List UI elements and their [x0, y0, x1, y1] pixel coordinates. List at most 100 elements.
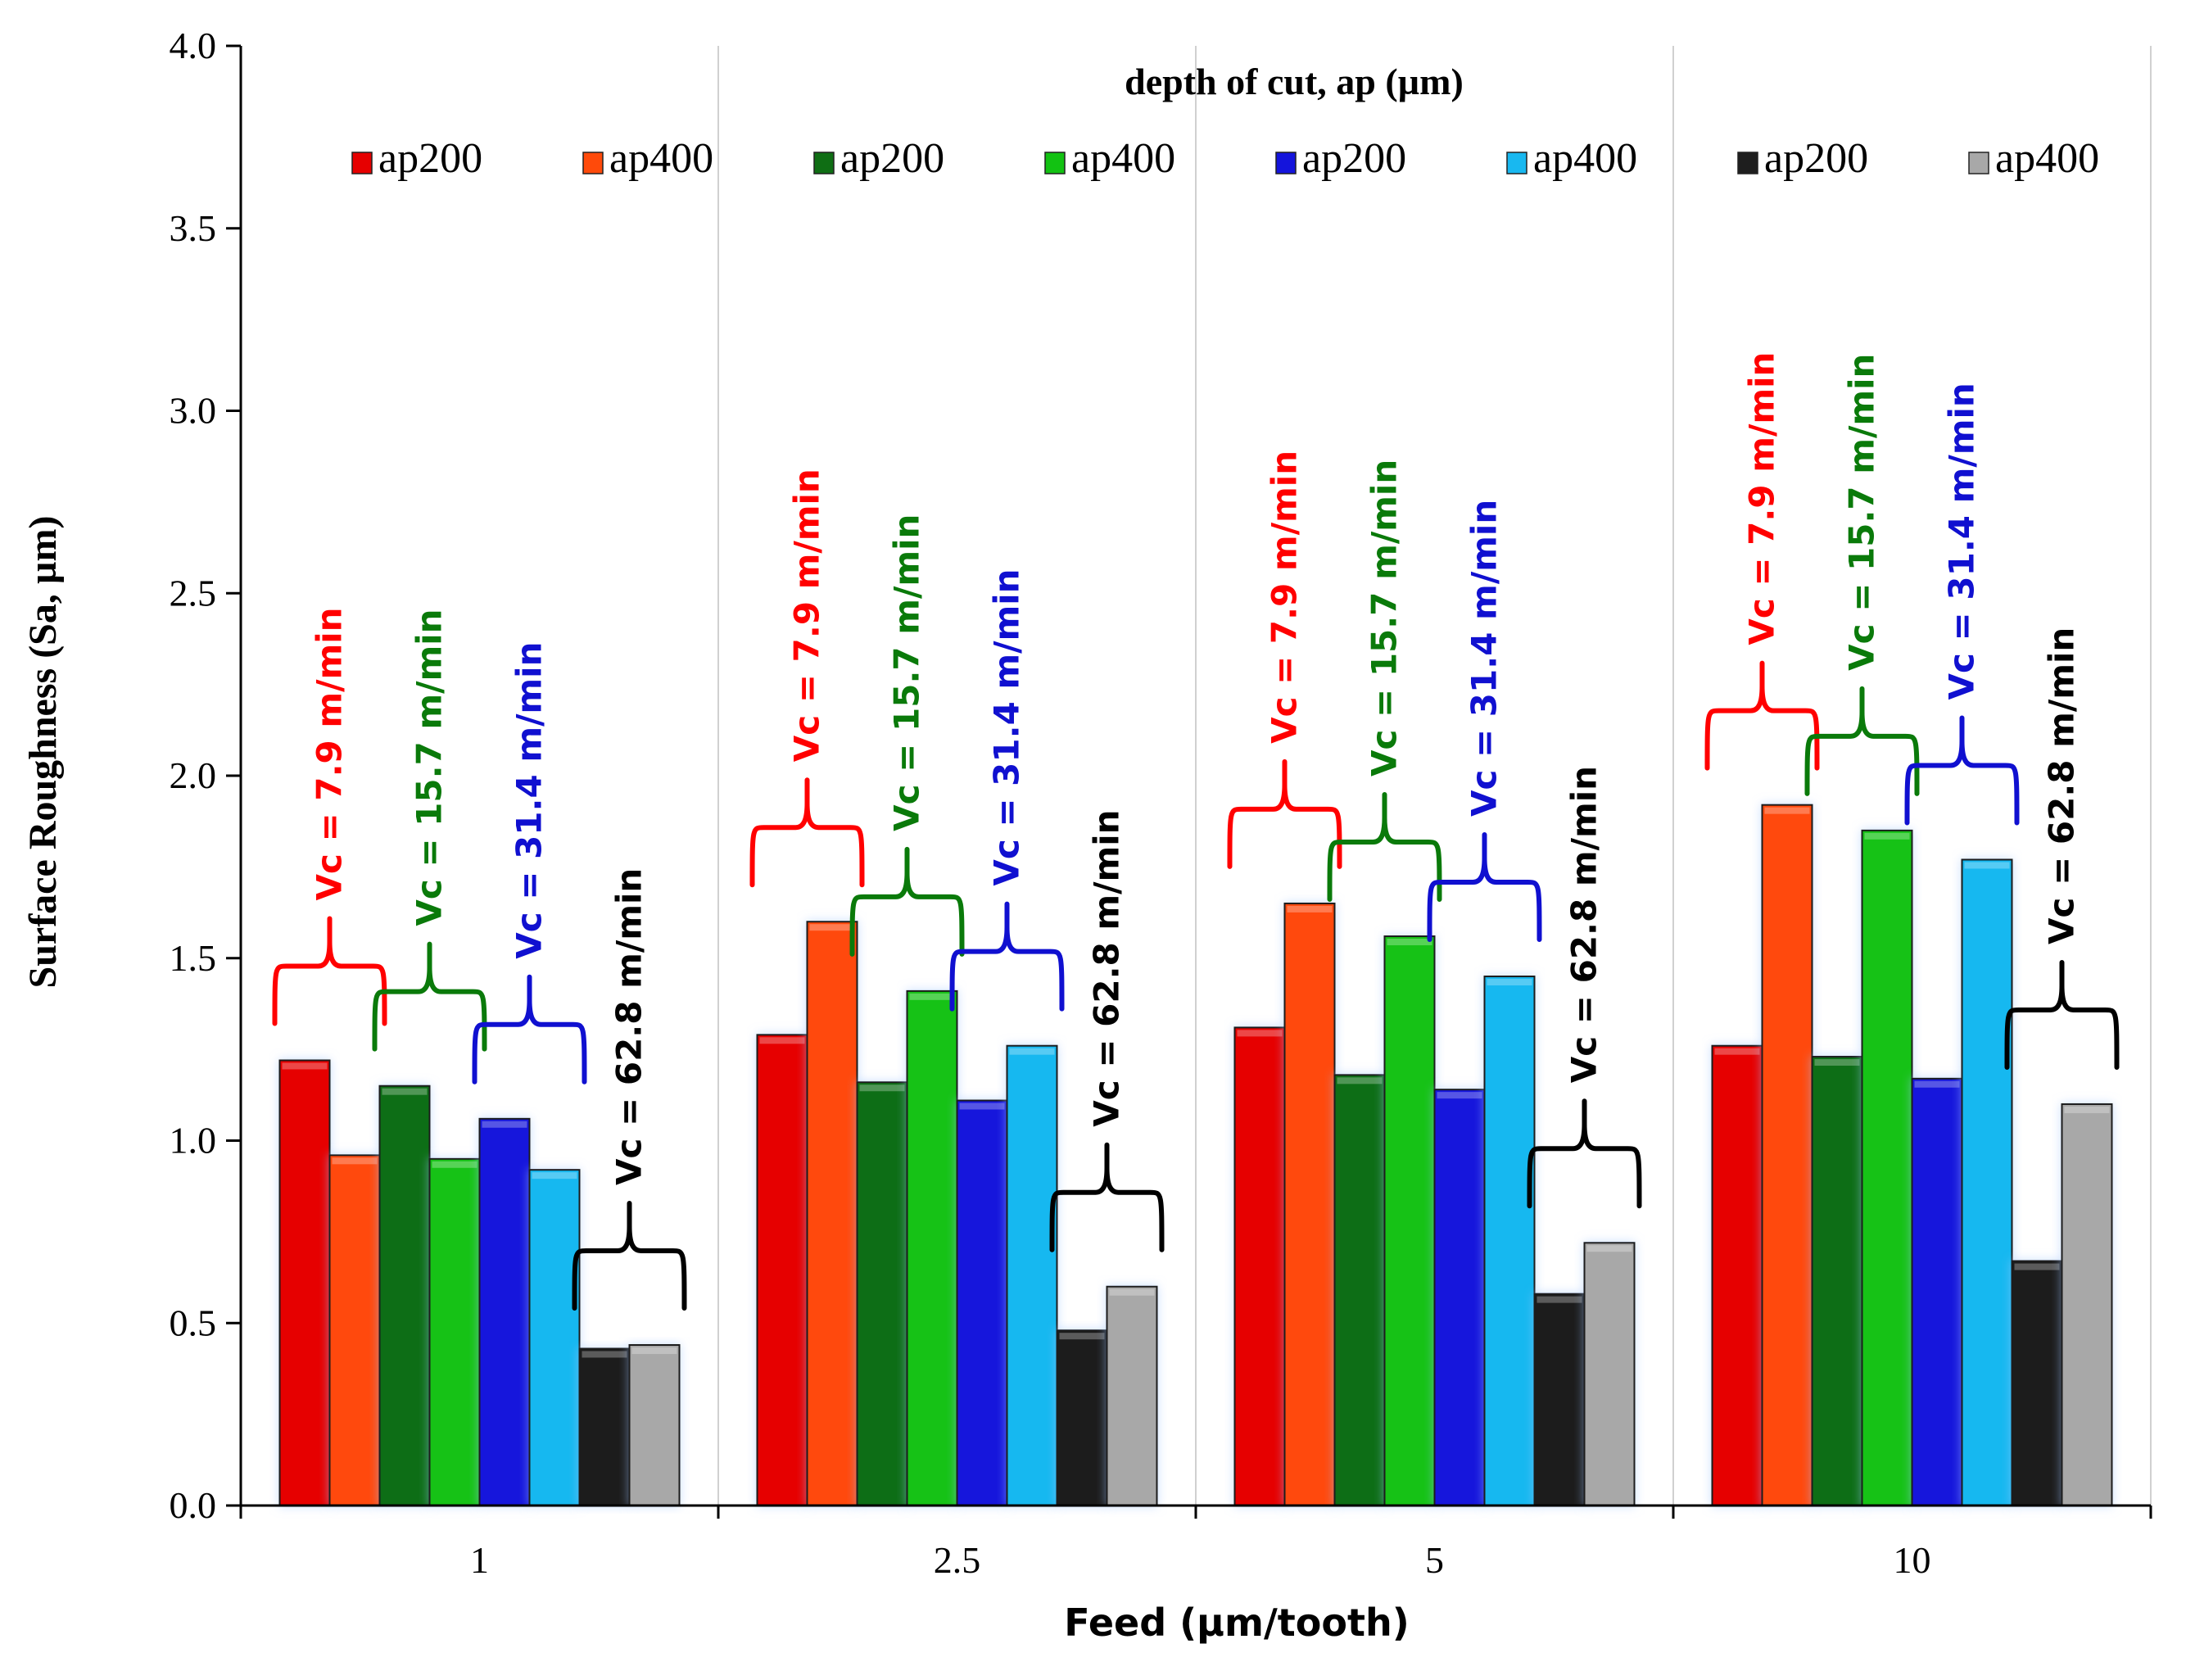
legend-label: ap400 — [1533, 135, 1637, 182]
legend-swatch — [1506, 152, 1527, 174]
legend-title: depth of cut, ap (µm) — [1125, 61, 1464, 102]
bar — [2061, 1103, 2113, 1506]
bar — [756, 1034, 808, 1507]
speed-label: Vc = 31.4 m/min — [1464, 500, 1505, 817]
legend-label: ap400 — [1995, 135, 2099, 182]
speed-brace — [949, 901, 1065, 1012]
speed-brace — [572, 1200, 687, 1311]
y-tick-label: 3.0 — [170, 390, 217, 432]
bar-highlight — [1337, 1077, 1383, 1085]
speed-label: Vc = 15.7 m/min — [887, 514, 927, 831]
bar-highlight — [1059, 1333, 1105, 1340]
bar-highlight — [1237, 1030, 1283, 1037]
bar — [1811, 1056, 1863, 1507]
bar-highlight — [1009, 1048, 1055, 1055]
legend-swatch — [1737, 152, 1758, 174]
bar — [1333, 1074, 1386, 1507]
bar — [1056, 1329, 1108, 1507]
bar — [528, 1169, 581, 1506]
bar — [1006, 1044, 1058, 1507]
y-tick-label: 0.0 — [170, 1484, 217, 1526]
axes-layer: 0.0 0.5 1.0 1.5 2.0 2.5 3.0 3.5 4.0 1 2.5 5 10 — [170, 25, 2152, 1581]
bar-highlight — [532, 1172, 577, 1180]
bar-highlight — [1536, 1296, 1582, 1303]
bar-highlight — [1914, 1080, 1960, 1088]
bar-highlight — [759, 1037, 805, 1044]
speed-label: Vc = 31.4 m/min — [1942, 383, 1982, 700]
bar — [1761, 804, 1813, 1506]
bar — [1711, 1044, 1763, 1507]
bar-highlight — [1814, 1059, 1860, 1066]
x-axis-title: Feed (µm/tooth) — [1064, 1601, 1409, 1645]
legend-swatch — [1044, 152, 1066, 174]
bar — [2011, 1260, 2063, 1506]
y-tick-label: 1.0 — [170, 1120, 217, 1162]
speed-brace — [1427, 832, 1542, 943]
speed-label: Vc = 62.8 m/min — [2042, 627, 2082, 944]
y-tick-label: 0.5 — [170, 1302, 217, 1343]
bar — [578, 1347, 631, 1507]
speed-brace — [1327, 792, 1442, 903]
bar — [428, 1157, 481, 1507]
y-tick-label: 2.5 — [170, 572, 217, 614]
speed-brace — [2004, 959, 2120, 1070]
bar — [1283, 902, 1336, 1507]
x-tick-label: 2.5 — [934, 1539, 981, 1581]
bar — [328, 1154, 381, 1506]
x-tick-label: 1 — [470, 1539, 489, 1581]
bars-layer — [278, 804, 2113, 1507]
speed-label: Vc = 7.9 m/min — [1742, 352, 1782, 645]
bar-highlight — [2014, 1263, 2060, 1270]
legend-swatch — [1968, 152, 1989, 174]
legend-swatch — [1275, 152, 1297, 174]
bar-highlight — [809, 924, 855, 931]
x-tick-label: 5 — [1425, 1539, 1444, 1581]
bar-highlight — [482, 1121, 527, 1128]
bar-highlight — [582, 1351, 627, 1358]
bar-highlight — [1109, 1288, 1155, 1296]
bar-highlight — [2064, 1106, 2110, 1113]
bar-highlight — [1864, 832, 1910, 840]
speed-brace — [1904, 715, 2020, 826]
speed-brace — [272, 916, 387, 1026]
legend-layer: ap200 ap400 ap200 ap400 ap200 ap400 ap200 ap400 — [351, 135, 2099, 182]
bar — [1861, 829, 1913, 1506]
bar — [1106, 1285, 1158, 1506]
speed-brace — [1527, 1098, 1642, 1209]
bar-highlight — [332, 1157, 378, 1165]
speed-brace — [1227, 758, 1342, 869]
bar — [1233, 1026, 1286, 1506]
bar — [906, 989, 958, 1506]
speed-label: Vc = 7.9 m/min — [310, 607, 350, 900]
bar — [1483, 976, 1536, 1506]
legend-label: ap200 — [1302, 135, 1406, 182]
speed-label: Vc = 62.8 m/min — [609, 868, 649, 1185]
legend-label: ap200 — [378, 135, 482, 182]
speed-label: Vc = 62.8 m/min — [1087, 809, 1127, 1126]
legend-label: ap200 — [840, 135, 944, 182]
bar — [856, 1081, 908, 1506]
speed-label: Vc = 7.9 m/min — [787, 469, 827, 762]
bar — [806, 921, 858, 1506]
speed-label: Vc = 62.8 m/min — [1564, 766, 1604, 1083]
bar-highlight — [959, 1103, 1005, 1110]
bar-highlight — [1764, 807, 1810, 814]
bar-highlight — [432, 1161, 477, 1168]
legend-label: ap400 — [609, 135, 713, 182]
bar-highlight — [382, 1088, 428, 1095]
bar-highlight — [1287, 905, 1333, 912]
bar-highlight — [1487, 979, 1532, 986]
speed-label: Vc = 15.7 m/min — [410, 609, 450, 926]
speed-brace — [1049, 1142, 1165, 1252]
x-tick-label: 10 — [1894, 1539, 1931, 1581]
legend-swatch — [582, 152, 604, 174]
y-tick-label: 1.5 — [170, 937, 217, 979]
bar — [1433, 1089, 1486, 1506]
bar-highlight — [1714, 1048, 1760, 1055]
bar-highlight — [1437, 1092, 1482, 1099]
speed-label: Vc = 31.4 m/min — [509, 642, 550, 959]
grid-layer — [717, 46, 2152, 1506]
speed-brace — [1704, 660, 1820, 771]
